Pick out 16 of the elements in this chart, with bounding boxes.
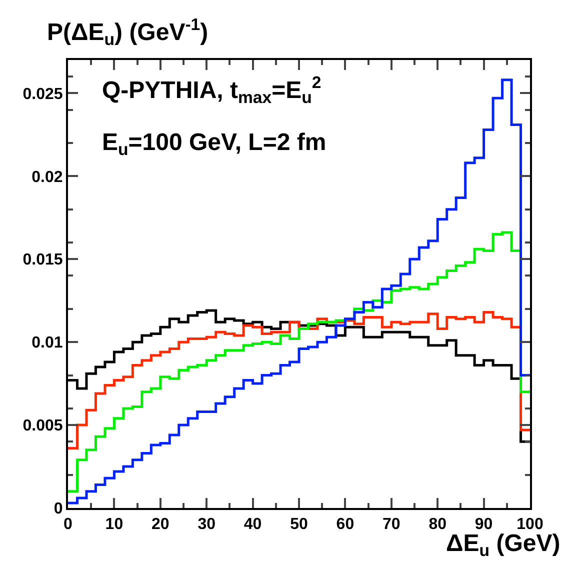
y-axis-title: P(ΔE$_{u}$) (GeV$^{-1}$) xyxy=(47,15,208,50)
x-tick-label: 70 xyxy=(382,516,400,534)
y-tick-label: 0.01 xyxy=(32,334,63,352)
y-tick-label: 0 xyxy=(54,500,63,518)
y-tick-label: 0.015 xyxy=(22,252,63,269)
x-tick-label: 30 xyxy=(198,516,216,534)
y-tick-label: 0.005 xyxy=(22,418,63,435)
x-tick-label: 10 xyxy=(105,516,124,534)
y-tick-label: 0.02 xyxy=(32,168,63,186)
x-tick-label: 50 xyxy=(290,516,308,534)
x-tick-label: 80 xyxy=(428,516,447,534)
y-tick-label: 0.025 xyxy=(22,86,63,103)
x-tick-label: 20 xyxy=(152,516,170,534)
x-tick-label: 40 xyxy=(244,516,262,534)
x-tick-label: 60 xyxy=(336,516,354,534)
annotation: E$_{u}$=100 GeV, L=2 fm xyxy=(102,129,326,160)
